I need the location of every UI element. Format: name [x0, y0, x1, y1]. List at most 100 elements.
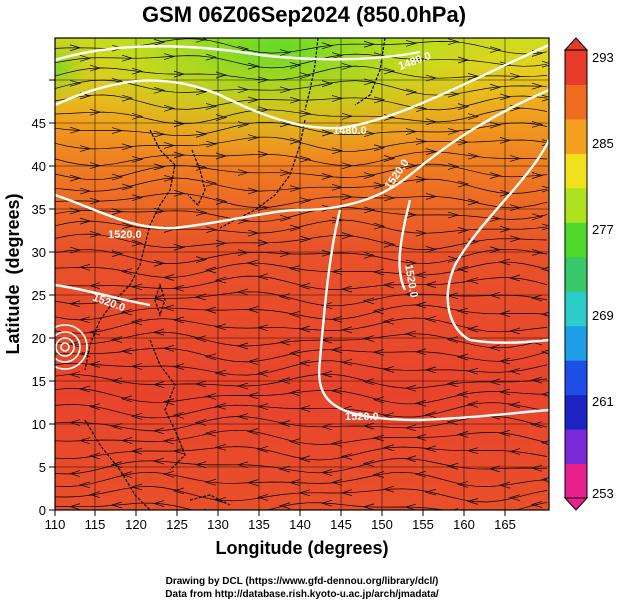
streamline-arrow	[456, 391, 469, 398]
streamline-arrow	[382, 444, 395, 452]
streamline-arrow	[215, 152, 228, 160]
x-tick-label: 140	[289, 517, 311, 532]
streamline-arrow	[172, 316, 185, 324]
streamline-arrow	[130, 483, 143, 491]
streamline-arrow	[247, 96, 260, 104]
streamline-arrow	[204, 393, 217, 400]
streamline-arrow	[299, 197, 312, 204]
streamline-arrow	[508, 367, 521, 375]
streamline-arrow	[498, 388, 511, 396]
streamline	[55, 233, 548, 250]
streamline-arrow	[320, 302, 333, 309]
streamline-arrow	[456, 431, 469, 438]
streamline-arrow	[194, 419, 207, 426]
streamline-arrow	[363, 206, 376, 214]
streamline-arrow	[256, 324, 269, 332]
streamline-arrow	[89, 231, 102, 238]
streamlines	[55, 38, 549, 510]
streamline-arrow	[111, 250, 124, 257]
streamline-arrow	[415, 176, 428, 183]
streamline-arrow	[331, 52, 344, 59]
streamline	[55, 373, 548, 389]
streamline-arrow	[530, 501, 543, 508]
streamline-arrow	[466, 277, 479, 284]
streamline-arrow	[89, 108, 102, 116]
height-contours	[55, 43, 549, 422]
y-tick-label: 45	[32, 116, 46, 131]
streamline-arrow	[489, 215, 502, 222]
streamline-arrow	[78, 437, 91, 444]
streamline-arrow	[121, 183, 134, 191]
colorbar-band	[565, 463, 587, 499]
streamline-arrow	[246, 306, 259, 313]
y-tick-label: 40	[32, 159, 46, 174]
streamline-arrow	[466, 367, 479, 375]
streamline-arrow	[214, 323, 227, 331]
streamline-arrow	[204, 429, 217, 437]
streamline-arrow	[204, 306, 217, 314]
streamline-arrow	[499, 137, 512, 144]
streamline-arrow	[331, 95, 344, 102]
streamline-arrow	[288, 389, 301, 397]
x-tick-label: 165	[494, 517, 516, 532]
streamline-arrow	[215, 71, 228, 79]
streamline-arrow	[530, 464, 543, 472]
streamline-arrow	[414, 434, 427, 441]
streamline-arrow	[120, 437, 133, 444]
x-tick-label: 135	[248, 517, 270, 532]
coastline-korea	[187, 149, 206, 207]
streamline-arrow	[382, 412, 395, 419]
streamline-arrow	[110, 461, 123, 468]
streamline-arrow	[152, 381, 165, 388]
streamline-arrow	[214, 276, 227, 284]
coastline-newguinea	[189, 494, 231, 506]
streamline-arrow	[362, 335, 375, 342]
streamline-arrow	[330, 316, 343, 323]
x-tick-label: 110	[45, 517, 66, 532]
y-tick-label: 10	[32, 417, 46, 432]
contour-1520-east	[398, 199, 412, 291]
contour-1520-east2	[446, 139, 549, 344]
streamline-arrow	[466, 447, 479, 454]
y-axis: 0 5 10 15 20 25 30 35 40 45 Latitude (de…	[3, 79, 55, 518]
streamline-arrow	[382, 366, 395, 373]
streamline-arrow	[372, 348, 385, 356]
streamline-arrow	[214, 402, 227, 410]
streamline-arrow	[278, 338, 291, 346]
y-tick-label: 30	[32, 245, 46, 260]
streamline-arrow	[321, 173, 334, 180]
streamline-arrow	[509, 155, 522, 162]
streamline-arrow	[88, 361, 101, 368]
streamline-arrow	[509, 204, 522, 212]
streamline-arrow	[508, 327, 521, 335]
streamline-arrow	[205, 103, 218, 110]
colorbar-tick-label: 261	[592, 394, 614, 409]
streamline-arrow	[195, 88, 208, 96]
streamline-arrow	[131, 113, 144, 120]
streamline-arrow	[130, 283, 143, 291]
streamline	[55, 331, 548, 349]
streamline-arrow	[120, 395, 133, 403]
streamline-arrow	[256, 273, 269, 281]
streamline-arrow	[530, 421, 543, 429]
contour-label: 1520.0	[402, 263, 420, 298]
streamline-arrow	[299, 235, 312, 243]
streamline	[55, 261, 548, 278]
contour-1520-mid	[55, 88, 549, 230]
streamline-arrow	[372, 396, 385, 404]
streamline-arrow	[121, 222, 134, 230]
streamline-arrow	[204, 266, 217, 274]
streamline-arrow	[256, 494, 269, 501]
streamline-arrow	[457, 226, 470, 234]
streamline-arrow	[466, 400, 479, 408]
streamline-arrow	[530, 294, 543, 302]
colorbar-band	[565, 118, 587, 154]
contour-label: 1520.0	[345, 411, 379, 423]
colorbar-band	[565, 429, 587, 465]
streamline-arrow	[163, 142, 176, 149]
streamline-arrow	[214, 497, 227, 504]
streamline-arrow	[121, 54, 134, 62]
streamline-arrow	[321, 42, 334, 50]
streamline-arrow	[373, 144, 386, 152]
